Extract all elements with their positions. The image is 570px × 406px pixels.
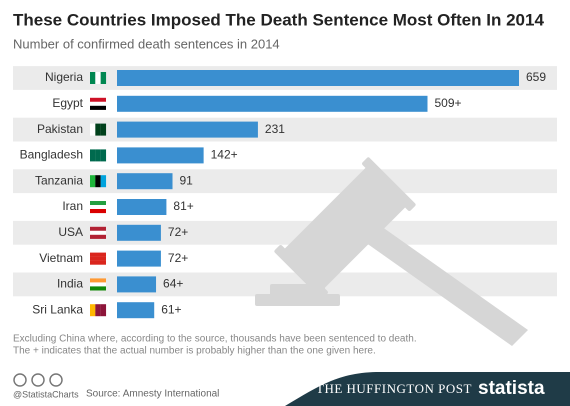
flag-stripe	[90, 226, 106, 231]
flag-stripe	[90, 209, 106, 214]
bar	[117, 250, 161, 267]
value-label: 61+	[161, 302, 181, 316]
flag-stripe	[100, 304, 107, 317]
flag-stripe	[90, 97, 106, 102]
value-label: 64+	[163, 277, 183, 291]
bar	[117, 70, 519, 86]
footnote: The + indicates that the actual number i…	[13, 346, 376, 357]
value-label: 659	[526, 70, 546, 84]
bar	[117, 302, 155, 319]
category-label: Bangladesh	[20, 148, 83, 162]
flag-stripe	[90, 123, 96, 136]
flag-stripe	[95, 149, 101, 162]
category-label: Sri Lanka	[32, 302, 83, 316]
flag-stripe	[95, 123, 101, 136]
flag-stripe	[90, 256, 106, 261]
flag-stripe	[100, 149, 107, 162]
flag-stripe	[95, 72, 101, 84]
category-label: Iran	[62, 199, 83, 213]
bar	[117, 199, 167, 215]
flag-stripe	[90, 205, 106, 210]
bar	[117, 121, 258, 138]
category-label: Egypt	[52, 96, 83, 110]
flag-stripe	[90, 278, 106, 283]
flag-stripe	[90, 260, 106, 265]
flag-stripe	[100, 175, 107, 188]
gavel-illustration	[255, 157, 528, 346]
category-label: Nigeria	[45, 70, 83, 84]
value-label: 81+	[173, 199, 193, 213]
flag-stripe	[90, 72, 96, 84]
category-label: Vietnam	[39, 251, 83, 265]
handle: @StatistaCharts	[13, 389, 79, 399]
flag-stripe	[90, 175, 96, 188]
flags	[90, 72, 107, 317]
flag-stripe	[90, 286, 106, 291]
flag-stripe	[100, 123, 107, 136]
chart-title: These Countries Imposed The Death Senten…	[13, 10, 544, 29]
bar	[117, 147, 204, 164]
bar	[117, 173, 173, 190]
value-label: 72+	[168, 251, 188, 265]
license-icons	[13, 373, 63, 387]
footer-band	[285, 372, 570, 406]
flag-stripe	[90, 304, 96, 317]
value-label: 91	[180, 173, 194, 187]
value-label: 72+	[168, 225, 188, 239]
chart-subtitle: Number of confirmed death sentences in 2…	[13, 36, 280, 51]
bar	[117, 224, 161, 241]
flag-stripe	[95, 304, 101, 317]
category-label: USA	[58, 225, 83, 239]
value-label: 509+	[434, 96, 461, 110]
flag-stripe	[90, 230, 106, 235]
flag-stripe	[90, 252, 106, 257]
footnote: Excluding China where, according to the …	[13, 334, 417, 345]
flag-stripe	[90, 201, 106, 206]
value-label: 142+	[211, 148, 238, 162]
bar	[117, 95, 428, 112]
brand: statista	[478, 378, 545, 399]
flag-stripe	[100, 72, 107, 84]
category-label: Pakistan	[37, 122, 83, 136]
flag-stripe	[90, 101, 106, 106]
flag-stripe	[95, 175, 101, 188]
source: Source: Amnesty International	[86, 389, 219, 400]
publisher: THE HUFFINGTON POST	[316, 381, 472, 396]
category-label: India	[57, 277, 83, 291]
flag-stripe	[90, 234, 106, 239]
flag-stripe	[90, 149, 96, 162]
category-label: Tanzania	[35, 173, 83, 187]
flag-stripe	[90, 105, 106, 110]
flag-stripe	[90, 282, 106, 287]
value-label: 231	[265, 122, 285, 136]
bar	[117, 276, 157, 293]
